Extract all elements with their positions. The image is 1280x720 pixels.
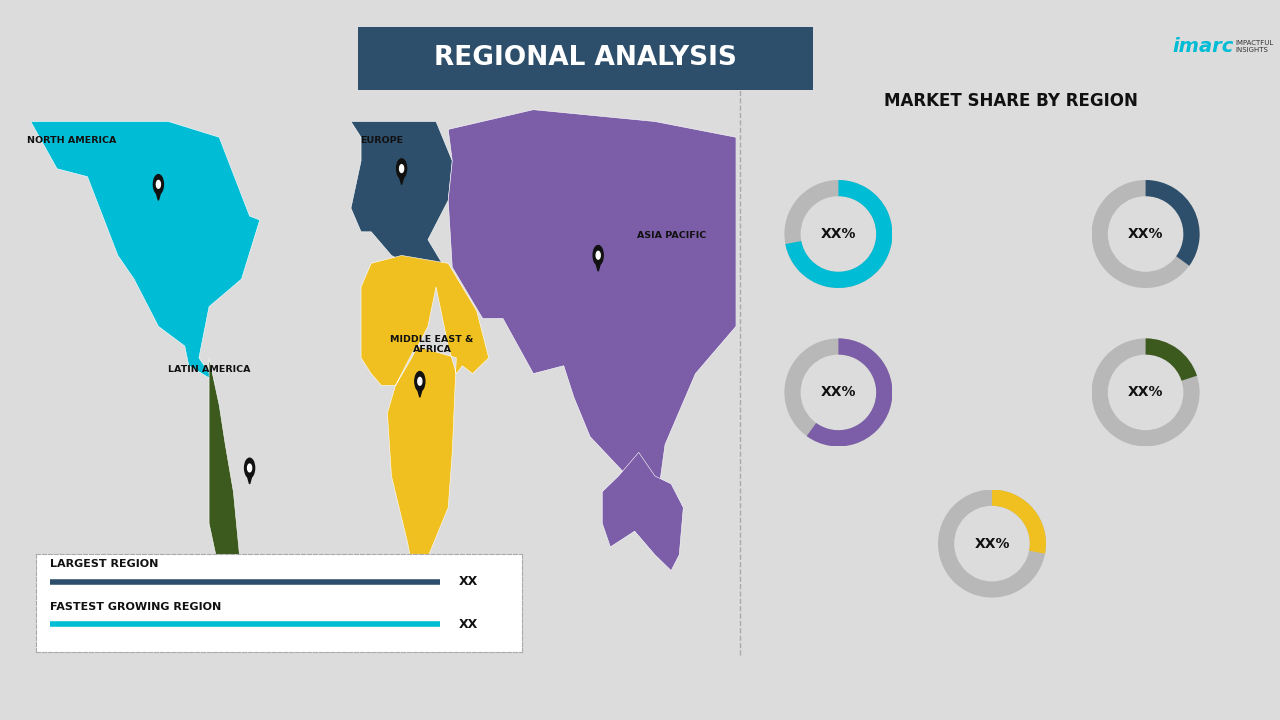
Polygon shape — [448, 109, 736, 547]
Text: EUROPE: EUROPE — [360, 136, 403, 145]
Text: FASTEST GROWING REGION: FASTEST GROWING REGION — [50, 602, 221, 612]
Text: XX%: XX% — [820, 227, 856, 241]
Circle shape — [415, 372, 425, 391]
Text: IMPACTFUL
INSIGHTS: IMPACTFUL INSIGHTS — [1235, 40, 1274, 53]
Wedge shape — [938, 490, 1046, 598]
Circle shape — [596, 251, 600, 259]
Wedge shape — [992, 490, 1046, 554]
Text: MARKET SHARE BY REGION: MARKET SHARE BY REGION — [884, 91, 1138, 109]
Wedge shape — [806, 338, 892, 446]
Wedge shape — [785, 180, 892, 288]
Circle shape — [247, 464, 252, 472]
Text: LATIN AMERICA: LATIN AMERICA — [168, 364, 251, 374]
Polygon shape — [595, 261, 600, 271]
Text: XX%: XX% — [820, 385, 856, 400]
Text: ASIA PACIFIC: ASIA PACIFIC — [636, 230, 705, 240]
Circle shape — [156, 181, 160, 188]
Polygon shape — [31, 122, 260, 382]
Circle shape — [593, 246, 603, 265]
Text: MIDDLE EAST &
AFRICA: MIDDLE EAST & AFRICA — [390, 335, 474, 354]
Circle shape — [154, 174, 164, 194]
Polygon shape — [247, 474, 252, 484]
Circle shape — [399, 165, 403, 173]
Polygon shape — [156, 191, 161, 200]
Text: XX: XX — [460, 618, 479, 631]
Text: imarc: imarc — [1172, 37, 1234, 56]
Text: REGIONAL ANALYSIS: REGIONAL ANALYSIS — [434, 45, 737, 71]
Circle shape — [244, 458, 255, 477]
Wedge shape — [786, 180, 892, 288]
Wedge shape — [1146, 338, 1197, 381]
Polygon shape — [209, 358, 260, 626]
Text: XX%: XX% — [1128, 385, 1164, 400]
Wedge shape — [1092, 338, 1199, 446]
Text: XX%: XX% — [1128, 227, 1164, 241]
Wedge shape — [1146, 180, 1199, 266]
Wedge shape — [785, 338, 892, 446]
Wedge shape — [1092, 180, 1199, 288]
Circle shape — [397, 159, 407, 179]
Polygon shape — [399, 175, 404, 184]
Polygon shape — [417, 387, 422, 397]
FancyBboxPatch shape — [358, 27, 813, 90]
Text: XX%: XX% — [974, 536, 1010, 551]
Polygon shape — [603, 452, 684, 570]
Text: XX: XX — [460, 575, 479, 588]
Text: LARGEST REGION: LARGEST REGION — [50, 559, 159, 569]
Polygon shape — [361, 256, 489, 586]
Text: NORTH AMERICA: NORTH AMERICA — [27, 136, 116, 145]
Circle shape — [417, 377, 422, 385]
Polygon shape — [351, 122, 452, 271]
